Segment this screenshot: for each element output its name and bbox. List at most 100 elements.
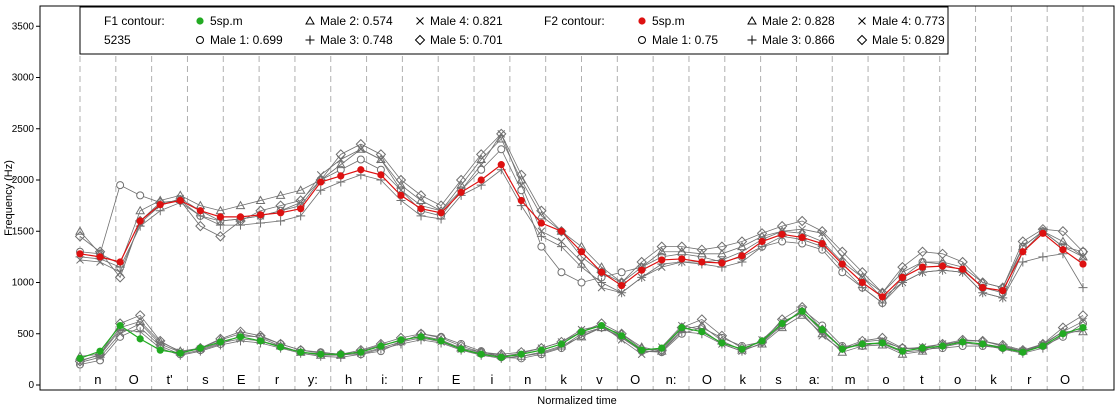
f2-main-point bbox=[738, 252, 746, 260]
f2-main-point bbox=[838, 260, 846, 268]
segment-label: O bbox=[1060, 372, 1070, 387]
f2-main-point bbox=[357, 166, 365, 174]
f2-male-1-point bbox=[577, 278, 586, 287]
f2-male-5-point bbox=[1057, 226, 1069, 237]
f1-main-point bbox=[176, 349, 184, 357]
f2-male-4-point bbox=[818, 229, 827, 238]
segment-label: s bbox=[775, 372, 782, 387]
segment-label: i bbox=[491, 372, 494, 387]
f2-main-point bbox=[236, 213, 245, 221]
segment-label: r bbox=[418, 372, 423, 387]
legend-f2-entry-label: Male 2: 0.828 bbox=[762, 14, 835, 28]
f2-male-4-point bbox=[998, 294, 1007, 302]
f2-main-point bbox=[778, 230, 786, 238]
f2-male-3-point bbox=[256, 218, 266, 228]
f2-male-2-point bbox=[717, 248, 727, 258]
f2-male-5-point bbox=[756, 228, 768, 239]
y-tick-label: 500 bbox=[17, 329, 34, 340]
f2-main-point bbox=[878, 293, 887, 301]
f2-main-point bbox=[277, 209, 285, 217]
legend-f2-entry-marker bbox=[747, 15, 757, 25]
legend-f1-entry-label: Male 3: 0.748 bbox=[320, 33, 393, 47]
segment-label: O bbox=[630, 372, 640, 387]
legend-f2-title: F2 contour: bbox=[544, 14, 605, 28]
f1-main-point bbox=[918, 344, 927, 352]
legend-box bbox=[79, 6, 949, 55]
f1-male-4-point bbox=[156, 340, 165, 348]
f2-male-5-point bbox=[676, 241, 688, 252]
f2-male-5 bbox=[74, 128, 1089, 298]
legend-f1-entry-label: Male 5: 0.701 bbox=[430, 33, 503, 47]
f2-male-3-point bbox=[556, 242, 566, 252]
f1-main-point bbox=[738, 345, 746, 353]
plot-frame bbox=[39, 5, 1115, 391]
f2-main-point bbox=[1079, 260, 1087, 268]
f2-male-4-point bbox=[657, 263, 666, 271]
segment-label: a: bbox=[809, 372, 820, 387]
segment-label: n bbox=[524, 372, 531, 387]
legend-f1-entry-label: Male 4: 0.821 bbox=[430, 14, 503, 28]
f2-male-2-point bbox=[656, 246, 667, 256]
legend-f1-entry-label: Male 2: 0.574 bbox=[320, 14, 393, 28]
f2-male-5-point bbox=[937, 248, 948, 260]
f2-main-point bbox=[979, 284, 987, 292]
segment-label: h bbox=[345, 372, 352, 387]
f2-male-4-point bbox=[517, 181, 526, 189]
f2-main-point bbox=[999, 287, 1007, 295]
f2-male-2-point bbox=[235, 200, 246, 210]
legend-f2-entry-marker bbox=[638, 17, 646, 25]
f2-main-point bbox=[216, 213, 225, 221]
f1-main-point bbox=[96, 347, 104, 355]
f2-male-5-point bbox=[74, 231, 86, 242]
f2-main-point bbox=[938, 262, 947, 270]
legend-f2-entry-label: Male 5: 0.829 bbox=[872, 33, 945, 47]
f2-male-5-point bbox=[415, 190, 427, 201]
x-axis-label: Normalized time bbox=[537, 395, 616, 407]
legend-f2-entry-marker bbox=[638, 36, 646, 44]
segment-label: t' bbox=[167, 372, 173, 387]
segment-label: m bbox=[845, 372, 856, 387]
f2-male-5-point bbox=[455, 174, 467, 186]
y-tick-label: 2500 bbox=[12, 124, 35, 135]
f2-male-2-point bbox=[275, 190, 286, 199]
f2-male-3-point bbox=[1078, 283, 1088, 293]
f2-male-3-point bbox=[597, 278, 607, 287]
f1-main bbox=[76, 307, 1087, 362]
f2-male-5-point bbox=[1017, 236, 1029, 247]
f2-male-5-point bbox=[636, 256, 647, 268]
f1-male-2-point bbox=[1078, 326, 1088, 336]
f2-main-point bbox=[618, 281, 626, 290]
f2-male-5-point bbox=[917, 246, 928, 257]
f1-main-point bbox=[938, 342, 947, 350]
f1-main-point bbox=[778, 319, 786, 328]
legend-f2-entry-marker bbox=[856, 34, 868, 46]
f1-male-3-point bbox=[135, 327, 145, 337]
f2-male-3-point bbox=[215, 220, 225, 230]
f1-main-point bbox=[517, 350, 525, 358]
f2-main-point bbox=[678, 255, 686, 263]
f1-main-point bbox=[477, 350, 485, 358]
segment-label: t bbox=[920, 372, 924, 387]
f2-male-3-point bbox=[296, 211, 306, 221]
f1-male-2-point bbox=[576, 331, 587, 341]
f2-main-point bbox=[136, 217, 144, 225]
f2-main-point bbox=[116, 258, 124, 266]
f2-male-5-point bbox=[817, 226, 828, 237]
f1-main-point bbox=[1059, 330, 1067, 338]
f1-main-point bbox=[236, 333, 245, 341]
f1-main-point bbox=[1079, 324, 1087, 332]
f1-male-4-point bbox=[1079, 317, 1087, 326]
f2-male-4-point bbox=[978, 288, 987, 297]
y-tick-label: 3000 bbox=[12, 73, 35, 84]
f1-main-point bbox=[317, 350, 325, 358]
f2-main-point bbox=[297, 205, 305, 213]
f2-main-point bbox=[377, 171, 385, 179]
f2-main-point bbox=[798, 233, 806, 241]
f1-main-point bbox=[1039, 342, 1047, 350]
f2-male-2-point bbox=[255, 195, 266, 204]
f1-male-5-point bbox=[1077, 310, 1089, 321]
f2-male-5-point bbox=[215, 231, 226, 242]
f2-male-2-point bbox=[676, 246, 687, 256]
f2-male-2-point bbox=[696, 248, 707, 258]
f2-male-5-point bbox=[656, 241, 667, 252]
